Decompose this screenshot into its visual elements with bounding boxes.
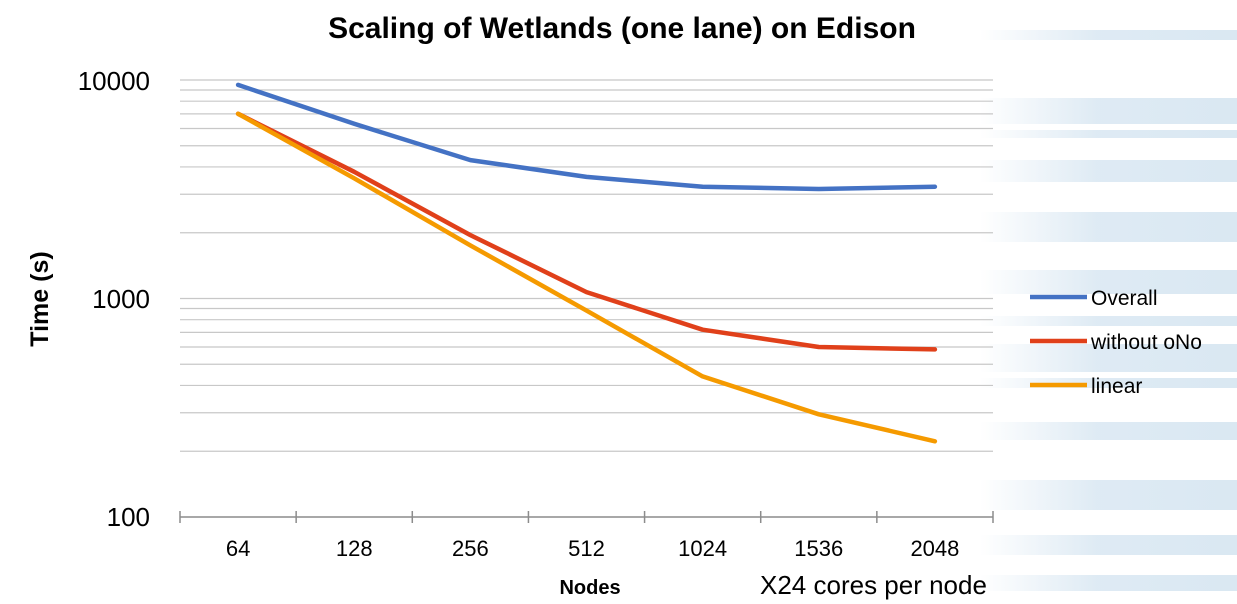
x-tick-label: 2048 (910, 536, 959, 561)
x-tick-label: 1536 (794, 536, 843, 561)
x-tick-label: 512 (568, 536, 605, 561)
chart-title: Scaling of Wetlands (one lane) on Edison (328, 12, 916, 45)
legend-label: without oNo (1090, 331, 1202, 354)
legend-label: linear (1091, 375, 1142, 398)
series-lines (235, 82, 938, 444)
series-line (235, 82, 938, 192)
y-tick-label: 10000 (78, 66, 150, 96)
legend-label: Overall (1091, 287, 1158, 310)
legend: Overall without oNo linear (1030, 287, 1202, 398)
y-axis-label: Time (s) (26, 251, 54, 346)
x-axis-note: X24 cores per node (760, 570, 987, 600)
x-tick-label: 64 (226, 536, 250, 561)
series-line (235, 111, 938, 352)
x-tick-labels: 64 128 256 512 1024 1536 2048 (226, 536, 960, 561)
y-tick-label: 1000 (92, 284, 150, 314)
background-stripes (980, 0, 1237, 604)
x-axis (179, 511, 994, 523)
series-line (235, 111, 938, 444)
gridlines (180, 79, 993, 452)
x-tick-label: 128 (336, 536, 373, 561)
x-tick-label: 256 (452, 536, 489, 561)
x-tick-label: 1024 (678, 536, 727, 561)
y-tick-label: 100 (107, 502, 150, 532)
x-axis-label: Nodes (559, 577, 620, 599)
